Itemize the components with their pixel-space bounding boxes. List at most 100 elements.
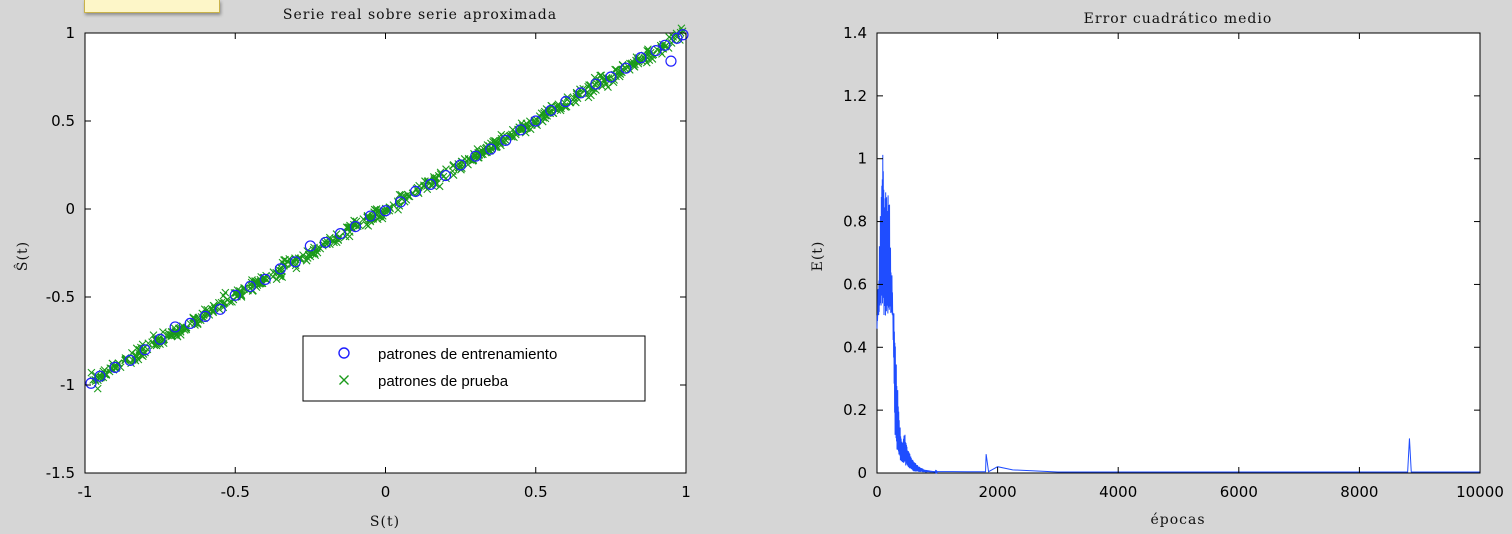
- test-point: [556, 106, 565, 115]
- test-point: [182, 325, 191, 334]
- test-point: [332, 230, 341, 238]
- test-point: [508, 125, 517, 134]
- training-point: [394, 196, 407, 208]
- test-point: [278, 273, 287, 282]
- y-tick-label: 0.2: [843, 401, 867, 419]
- training-point: [470, 150, 482, 162]
- test-point: [219, 300, 228, 309]
- test-point: [395, 201, 404, 210]
- x-axis-label: épocas: [1150, 512, 1205, 528]
- test-point: [576, 85, 584, 94]
- y-tick-label: -1: [60, 376, 75, 394]
- test-point: [215, 305, 224, 314]
- training-point: [424, 178, 437, 190]
- test-point: [573, 94, 582, 103]
- y-tick-label: 1.2: [843, 87, 867, 105]
- x-tick-label: 8000: [1340, 483, 1378, 501]
- test-point: [507, 132, 516, 141]
- test-point: [421, 177, 429, 186]
- training-point: [85, 377, 97, 389]
- training-point: [605, 71, 617, 83]
- y-tick-label: 0: [65, 200, 75, 218]
- test-point: [678, 27, 687, 36]
- chart-title: Error cuadrático medio: [1084, 11, 1273, 27]
- x-tick-label: -0.5: [221, 483, 250, 501]
- legend-box: [302, 335, 646, 402]
- test-point: [385, 206, 394, 215]
- y-axis-label: Ŝ(t): [13, 241, 31, 271]
- y-tick-label: 1.4: [843, 24, 867, 42]
- training-point: [319, 236, 331, 249]
- test-point: [517, 126, 526, 135]
- training-point: [169, 321, 181, 333]
- y-tick-label: 0.8: [843, 213, 867, 231]
- training-point: [334, 228, 347, 240]
- training-point: [94, 370, 106, 382]
- test-point: [466, 156, 475, 164]
- test-point: [330, 238, 338, 247]
- training-point: [214, 303, 226, 315]
- training-point: [349, 221, 362, 233]
- y-tick-label: 0.5: [51, 112, 75, 130]
- y-tick-label: 0.6: [843, 275, 867, 293]
- x-axis-label: S(t): [370, 514, 400, 530]
- legend-entry-0: patrones de entrenamiento: [378, 346, 557, 363]
- error-series-line: [876, 154, 1480, 474]
- training-point: [109, 361, 121, 373]
- test-point: [627, 60, 636, 69]
- test-point: [342, 223, 351, 232]
- test-point: [221, 288, 230, 297]
- training-point: [515, 124, 527, 136]
- sticky-note: [84, 0, 220, 13]
- chart-title: Serie real sobre serie aproximada: [283, 7, 557, 23]
- training-point: [244, 280, 256, 293]
- training-point: [545, 104, 557, 117]
- legend: patrones de entrenamiento patrones de pr…: [302, 335, 646, 402]
- training-point: [289, 256, 301, 268]
- axis-ticks: 0 2000 4000 6000 8000 10000 0 0.2 0.4 0.6 0.8 1 1.2 1…: [843, 24, 1504, 501]
- training-point: [455, 159, 467, 171]
- y-tick-label: -0.5: [46, 288, 75, 306]
- training-point: [635, 52, 647, 64]
- axis-ticks: -1 -0.5 0 0.5 1-1.5-1-0.500.51: [46, 24, 691, 501]
- training-point: [650, 44, 662, 57]
- legend-marker-x: [339, 375, 349, 385]
- test-point: [272, 275, 281, 284]
- test-point: [592, 86, 600, 94]
- error-chart: Error cuadrático medio 0 2000 4000 6000 8000…: [810, 11, 1504, 528]
- x-tick-label: -1: [78, 483, 93, 501]
- training-point: [409, 185, 422, 197]
- training-point: [259, 273, 271, 285]
- test-point: [291, 254, 299, 262]
- x-tick-label: 2000: [979, 483, 1017, 501]
- test-point: [261, 275, 270, 283]
- error-line: [876, 154, 1480, 474]
- test-point: [312, 246, 320, 255]
- y-tick-label: 0.4: [843, 338, 867, 356]
- test-point: [541, 111, 550, 120]
- test-point: [640, 54, 649, 62]
- test-point: [345, 232, 354, 241]
- training-point: [154, 333, 166, 345]
- training-point: [530, 115, 542, 127]
- test-point: [186, 319, 195, 328]
- legend-entry-1: patrones de prueba: [378, 373, 509, 390]
- y-tick-label: -1.5: [46, 464, 75, 482]
- training-point: [659, 39, 671, 51]
- training-point: [139, 344, 151, 356]
- training-point: [665, 55, 677, 67]
- test-point: [596, 71, 605, 80]
- test-point: [189, 314, 198, 323]
- training-point: [274, 263, 286, 275]
- scatter-marks: [85, 24, 689, 393]
- test-point: [132, 353, 141, 362]
- x-tick-label: 0: [381, 483, 391, 501]
- training-point: [364, 210, 377, 222]
- test-point: [615, 72, 624, 81]
- test-point: [449, 171, 458, 179]
- training-point: [575, 87, 587, 99]
- training-point: [500, 134, 512, 146]
- test-point: [87, 368, 96, 377]
- test-point: [648, 51, 657, 60]
